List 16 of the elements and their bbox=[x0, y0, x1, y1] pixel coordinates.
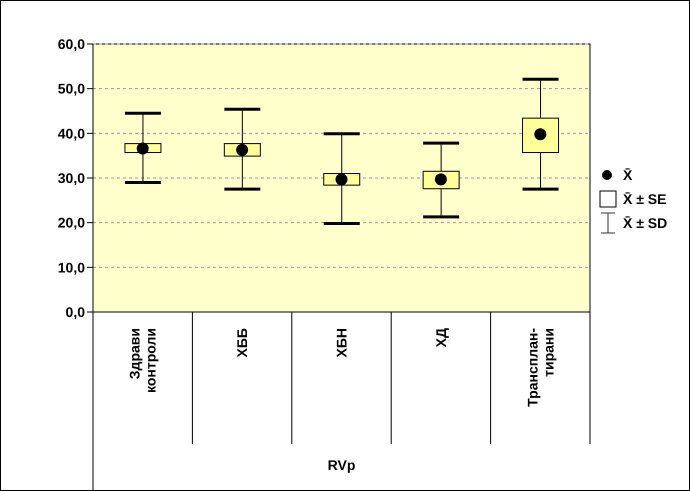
x-tick-label: ХБН bbox=[334, 328, 350, 358]
x-tick-label: ХД bbox=[432, 328, 449, 348]
y-tick-label: 60,0 bbox=[58, 36, 86, 52]
y-tick-label: 50,0 bbox=[58, 80, 86, 97]
x-axis-title: RVp bbox=[328, 457, 356, 473]
text: X̄ ± SE bbox=[623, 191, 666, 207]
text: X̄ bbox=[623, 167, 633, 183]
y-tick-label: 0,0 bbox=[66, 304, 86, 320]
x-tick-label: ХББ bbox=[234, 328, 250, 358]
x-tick-label: Здрави контроли bbox=[126, 328, 159, 393]
text: X̄ ± SD bbox=[623, 215, 668, 231]
y-tick-label: 20,0 bbox=[58, 214, 86, 231]
y-tick-label: 10,0 bbox=[58, 259, 86, 276]
y-tick-label: 40,0 bbox=[58, 125, 86, 142]
y-tick-label: 30,0 bbox=[58, 170, 86, 186]
x-tick-label: Трансплан- тирани bbox=[524, 328, 556, 407]
